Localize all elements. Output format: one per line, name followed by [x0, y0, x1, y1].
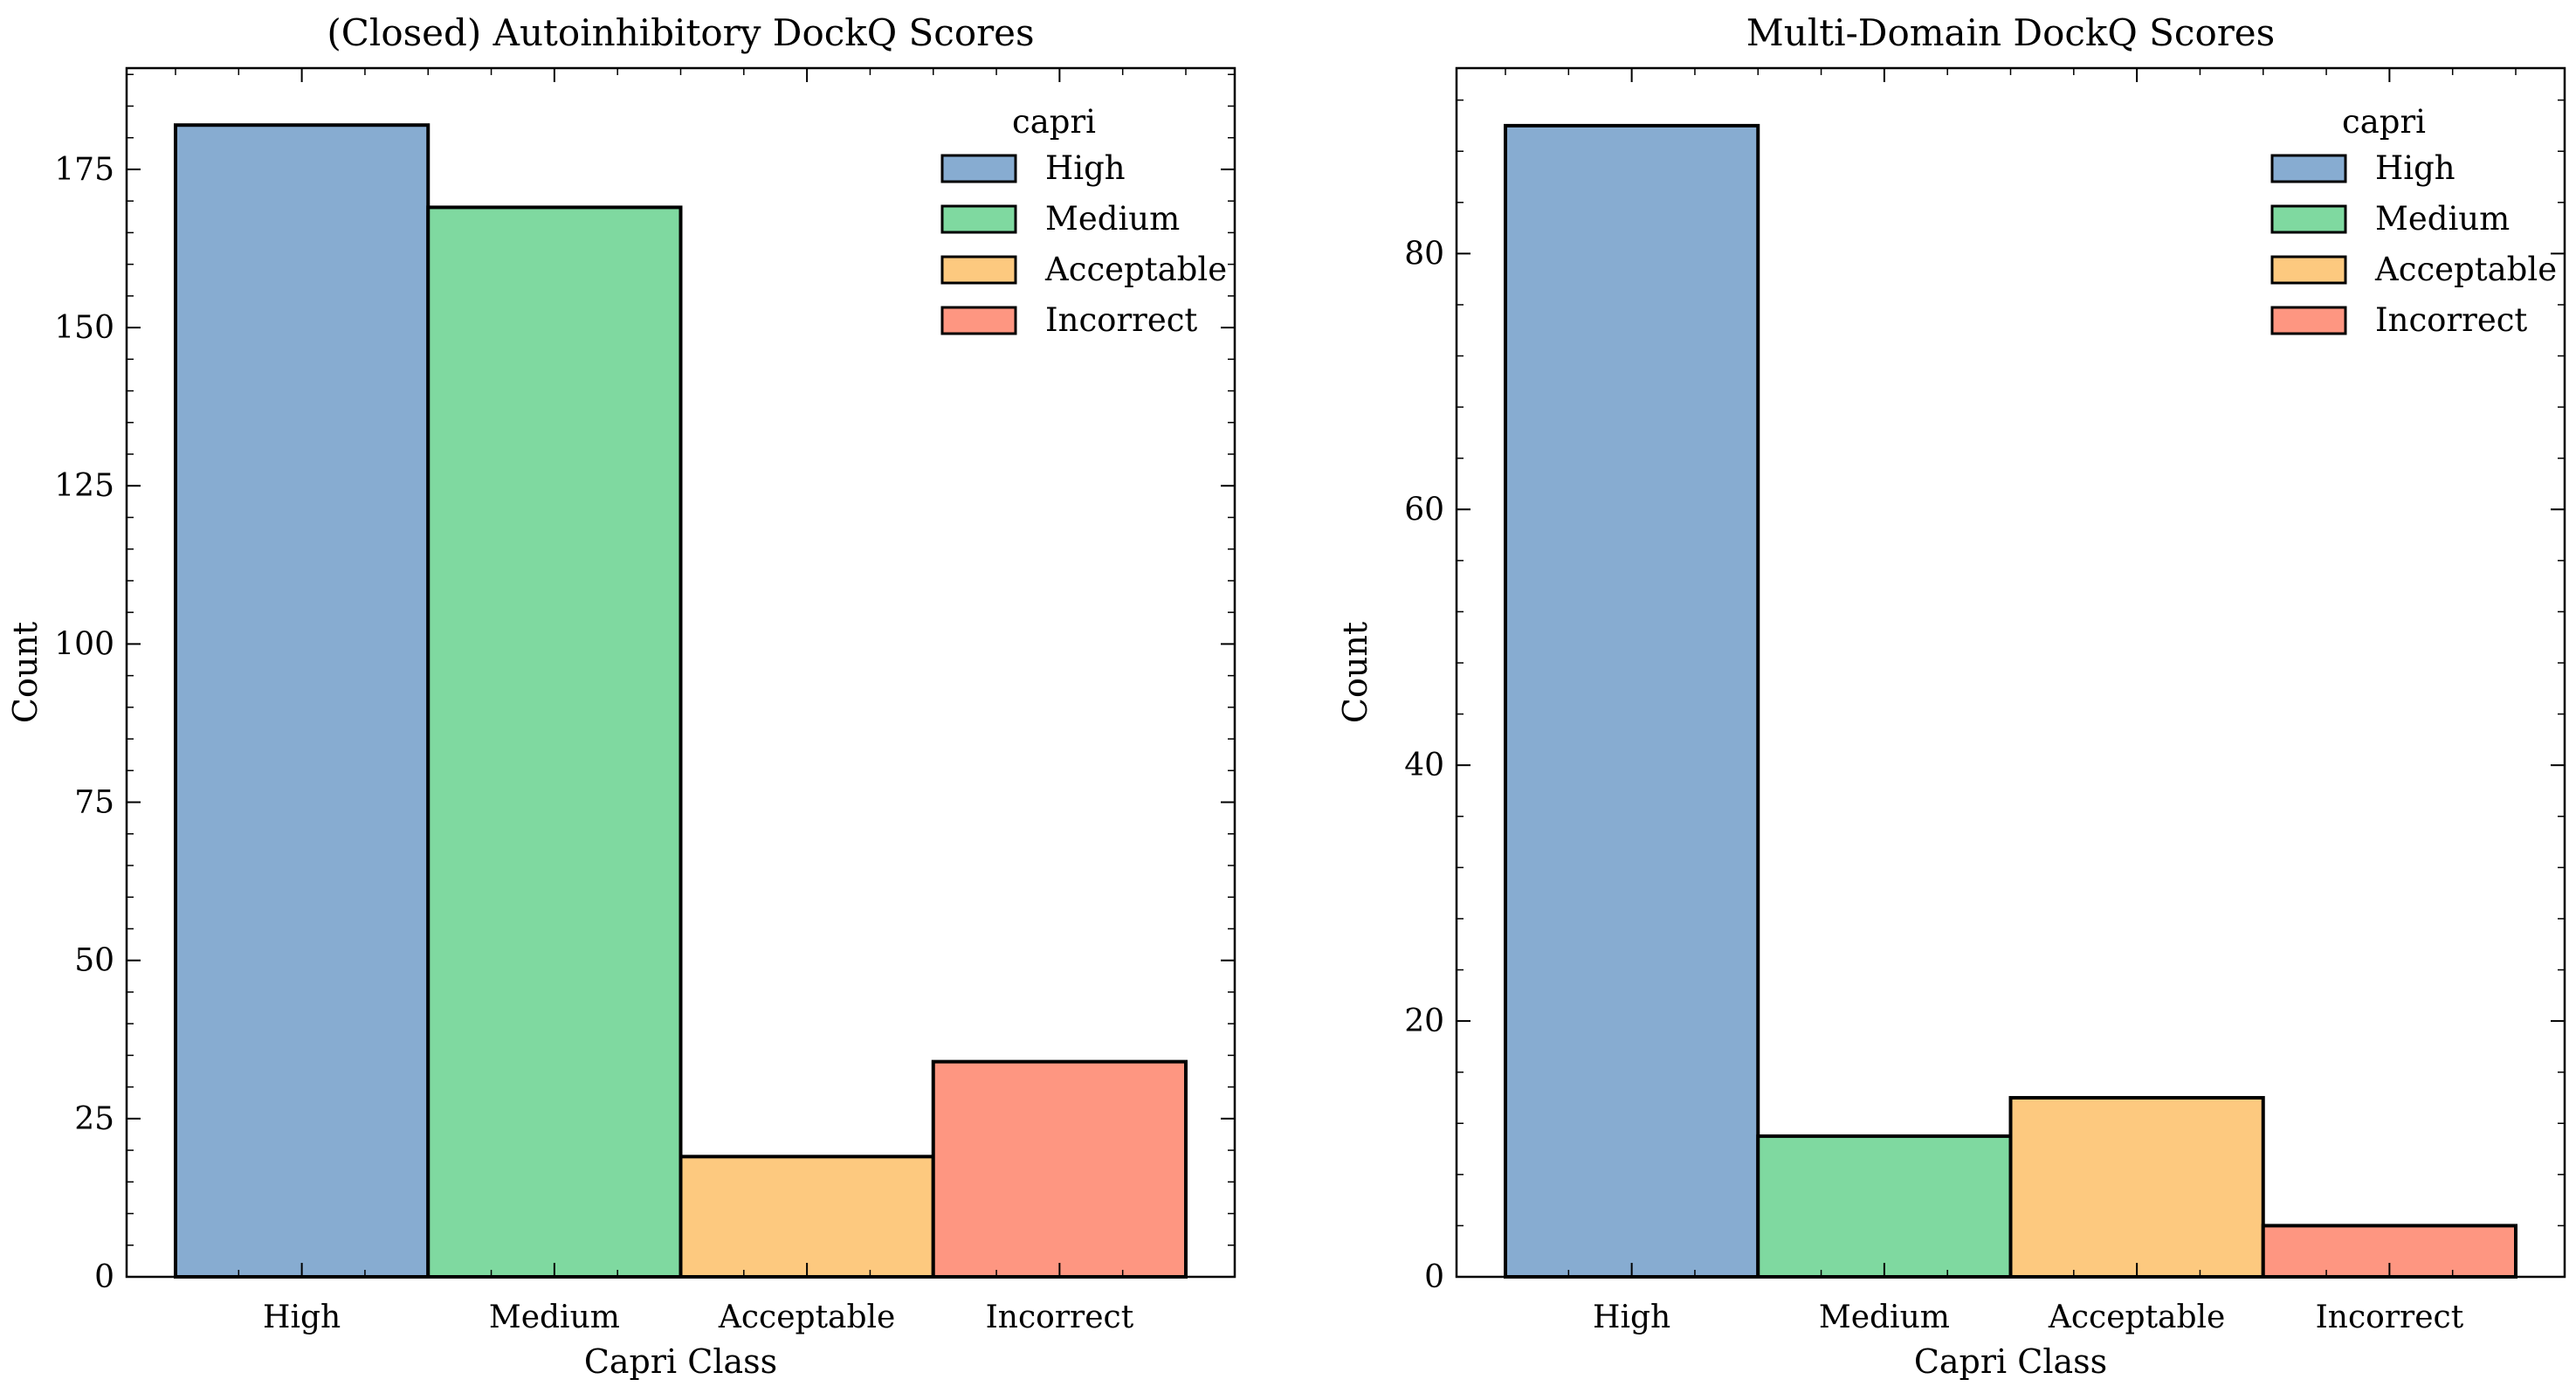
y-tick-label: 75 — [74, 785, 114, 821]
chart-panel-1: 0 25 50 75 100 125 150 175 High Medium Acceptable I… — [6, 11, 1236, 1381]
legend-label: Medium — [1045, 200, 1180, 238]
y-tick-label: 0 — [1424, 1259, 1444, 1295]
legend-swatch — [940, 154, 1017, 183]
x-tick-label: High — [1593, 1300, 1670, 1335]
x-tick-label: High — [263, 1300, 341, 1335]
bar-medium — [426, 205, 683, 1279]
chart-title: (Closed) Autoinhibitory DockQ Scores — [327, 11, 1034, 54]
bar-acceptable — [2008, 1095, 2265, 1279]
bar-incorrect — [931, 1059, 1188, 1279]
y-tick-label: 40 — [1404, 748, 1444, 783]
legend-swatch — [2270, 255, 2347, 285]
legend-label: Medium — [2375, 200, 2510, 238]
chart-title: Multi-Domain DockQ Scores — [1746, 11, 2275, 54]
y-tick-label: 0 — [94, 1259, 114, 1295]
legend-label: Incorrect — [2375, 301, 2527, 339]
y-tick-label: 175 — [54, 152, 114, 188]
legend-label: Acceptable — [2374, 251, 2557, 288]
x-tick-label: Acceptable — [2048, 1300, 2225, 1335]
legend-swatch — [940, 306, 1017, 335]
x-tick-label: Acceptable — [718, 1300, 895, 1335]
x-axis-label: Capri Class — [584, 1342, 777, 1381]
legend-swatch — [2270, 306, 2347, 335]
legend: capri High Medium Acceptable Incorrect — [940, 103, 1227, 339]
y-tick-label: 125 — [54, 468, 114, 504]
y-tick-label: 150 — [54, 310, 114, 346]
legend-swatch — [2270, 154, 2347, 183]
legend-title: capri — [2342, 103, 2426, 141]
bar-acceptable — [678, 1155, 935, 1279]
legend: capri High Medium Acceptable Incorrect — [2270, 103, 2557, 339]
legend-swatch — [940, 255, 1017, 285]
legend-swatch — [2270, 204, 2347, 234]
y-axis-label: Count — [1336, 622, 1374, 723]
bar-medium — [1756, 1134, 2013, 1279]
x-axis-label: Capri Class — [1914, 1342, 2107, 1381]
y-tick-label: 100 — [54, 626, 114, 662]
x-tick-label: Medium — [1819, 1300, 1950, 1335]
legend-swatch — [940, 204, 1017, 234]
x-tick-label: Incorrect — [986, 1300, 1134, 1335]
legend-label: Acceptable — [1044, 251, 1227, 288]
x-tick-label: Medium — [489, 1300, 620, 1335]
chart-panel-2: 0 20 40 60 80 High Medium Acceptable Incorrect Mu… — [1336, 11, 2566, 1381]
x-tick-label: Incorrect — [2316, 1300, 2464, 1335]
y-tick-label: 50 — [74, 943, 114, 979]
legend-label: High — [1045, 149, 1126, 187]
bar-high — [174, 123, 430, 1279]
legend-title: capri — [1012, 103, 1096, 141]
y-tick-label: 60 — [1404, 492, 1444, 528]
y-axis-label: Count — [6, 622, 45, 723]
bar-high — [1504, 123, 1760, 1279]
y-tick-label: 20 — [1404, 1003, 1444, 1039]
y-tick-label: 25 — [74, 1101, 114, 1137]
legend-label: High — [2375, 149, 2455, 187]
legend-label: Incorrect — [1045, 301, 1197, 339]
y-tick-label: 80 — [1404, 236, 1444, 272]
